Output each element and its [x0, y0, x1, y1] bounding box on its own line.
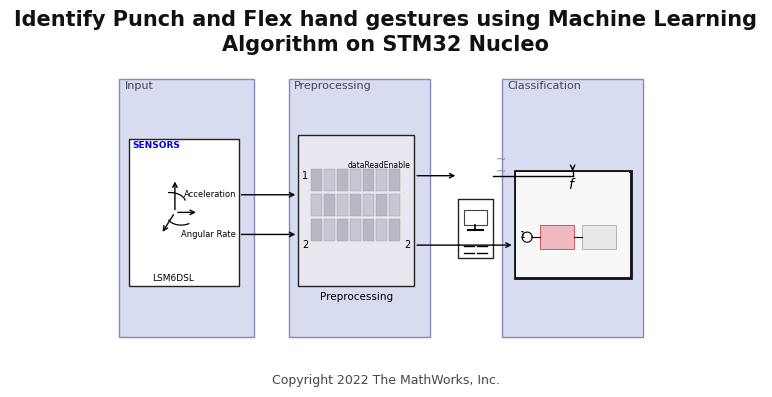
FancyBboxPatch shape: [363, 219, 374, 241]
FancyBboxPatch shape: [323, 194, 335, 216]
FancyBboxPatch shape: [388, 219, 400, 241]
Text: Input: Input: [124, 81, 154, 91]
FancyBboxPatch shape: [376, 194, 387, 216]
FancyBboxPatch shape: [350, 219, 361, 241]
Text: Copyright 2022 The MathWorks, Inc.: Copyright 2022 The MathWorks, Inc.: [272, 374, 500, 387]
FancyBboxPatch shape: [502, 79, 643, 337]
FancyBboxPatch shape: [337, 194, 347, 216]
FancyBboxPatch shape: [464, 210, 486, 225]
FancyBboxPatch shape: [337, 169, 347, 191]
FancyBboxPatch shape: [350, 169, 361, 191]
FancyBboxPatch shape: [582, 225, 616, 249]
Text: 1: 1: [302, 171, 308, 181]
Text: LSM6DSL: LSM6DSL: [152, 274, 194, 283]
Text: Identify Punch and Flex hand gestures using Machine Learning
Algorithm on STM32 : Identify Punch and Flex hand gestures us…: [15, 10, 757, 55]
FancyBboxPatch shape: [129, 139, 239, 286]
Text: Acceleration: Acceleration: [184, 190, 236, 199]
FancyBboxPatch shape: [458, 198, 493, 258]
Text: 2: 2: [302, 240, 308, 250]
Text: $f$: $f$: [568, 177, 577, 192]
FancyBboxPatch shape: [298, 135, 415, 286]
FancyBboxPatch shape: [376, 219, 387, 241]
Text: 1: 1: [520, 231, 526, 239]
FancyBboxPatch shape: [388, 194, 400, 216]
Text: SENSORS: SENSORS: [133, 141, 181, 150]
FancyBboxPatch shape: [323, 219, 335, 241]
Text: 2: 2: [405, 240, 411, 250]
FancyBboxPatch shape: [310, 194, 322, 216]
FancyBboxPatch shape: [323, 169, 335, 191]
Text: Preprocessing: Preprocessing: [294, 81, 371, 91]
FancyBboxPatch shape: [388, 169, 400, 191]
FancyBboxPatch shape: [289, 79, 430, 337]
FancyBboxPatch shape: [363, 169, 374, 191]
Text: ~: ~: [495, 165, 506, 178]
Text: Angular Rate: Angular Rate: [181, 230, 236, 239]
FancyBboxPatch shape: [540, 225, 574, 249]
FancyBboxPatch shape: [310, 219, 322, 241]
FancyBboxPatch shape: [120, 79, 254, 337]
FancyBboxPatch shape: [337, 219, 347, 241]
Text: Preprocessing: Preprocessing: [320, 292, 393, 302]
FancyBboxPatch shape: [376, 169, 387, 191]
FancyBboxPatch shape: [310, 169, 322, 191]
Text: ~: ~: [495, 153, 506, 166]
Text: Classification: Classification: [507, 81, 581, 91]
FancyBboxPatch shape: [363, 194, 374, 216]
FancyBboxPatch shape: [350, 194, 361, 216]
FancyBboxPatch shape: [516, 172, 629, 277]
FancyBboxPatch shape: [515, 171, 631, 278]
Text: dataReadEnable: dataReadEnable: [347, 161, 411, 170]
